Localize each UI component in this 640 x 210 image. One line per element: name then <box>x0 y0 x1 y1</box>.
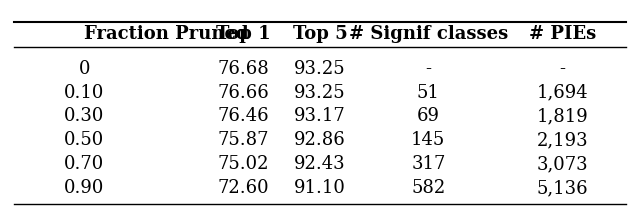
Text: Fraction Pruned: Fraction Pruned <box>84 25 249 42</box>
Text: 51: 51 <box>417 84 440 102</box>
Text: 582: 582 <box>412 179 445 197</box>
Text: -: - <box>426 60 431 78</box>
Text: 3,073: 3,073 <box>536 155 588 173</box>
Text: 75.02: 75.02 <box>218 155 269 173</box>
Text: 0.50: 0.50 <box>64 131 104 149</box>
Text: # Signif classes: # Signif classes <box>349 25 508 42</box>
Text: Top 5: Top 5 <box>292 25 348 42</box>
Text: 92.86: 92.86 <box>294 131 346 149</box>
Text: 75.87: 75.87 <box>218 131 269 149</box>
Text: 0.70: 0.70 <box>64 155 104 173</box>
Text: 93.25: 93.25 <box>294 84 346 102</box>
Text: 317: 317 <box>411 155 445 173</box>
Text: 0.90: 0.90 <box>64 179 104 197</box>
Text: 0.30: 0.30 <box>64 107 104 125</box>
Text: # PIEs: # PIEs <box>529 25 596 42</box>
Text: 76.68: 76.68 <box>218 60 269 78</box>
Text: 2,193: 2,193 <box>536 131 588 149</box>
Text: 5,136: 5,136 <box>536 179 588 197</box>
Text: 76.66: 76.66 <box>218 84 269 102</box>
Text: 0: 0 <box>79 60 90 78</box>
Text: 145: 145 <box>412 131 445 149</box>
Text: 1,819: 1,819 <box>536 107 588 125</box>
Text: 69: 69 <box>417 107 440 125</box>
Text: 0.10: 0.10 <box>64 84 104 102</box>
Text: -: - <box>559 60 565 78</box>
Text: 76.46: 76.46 <box>218 107 269 125</box>
Text: 93.25: 93.25 <box>294 60 346 78</box>
Text: Top 1: Top 1 <box>216 25 271 42</box>
Text: 72.60: 72.60 <box>218 179 269 197</box>
Text: 92.43: 92.43 <box>294 155 346 173</box>
Text: 91.10: 91.10 <box>294 179 346 197</box>
Text: 1,694: 1,694 <box>536 84 588 102</box>
Text: 93.17: 93.17 <box>294 107 346 125</box>
